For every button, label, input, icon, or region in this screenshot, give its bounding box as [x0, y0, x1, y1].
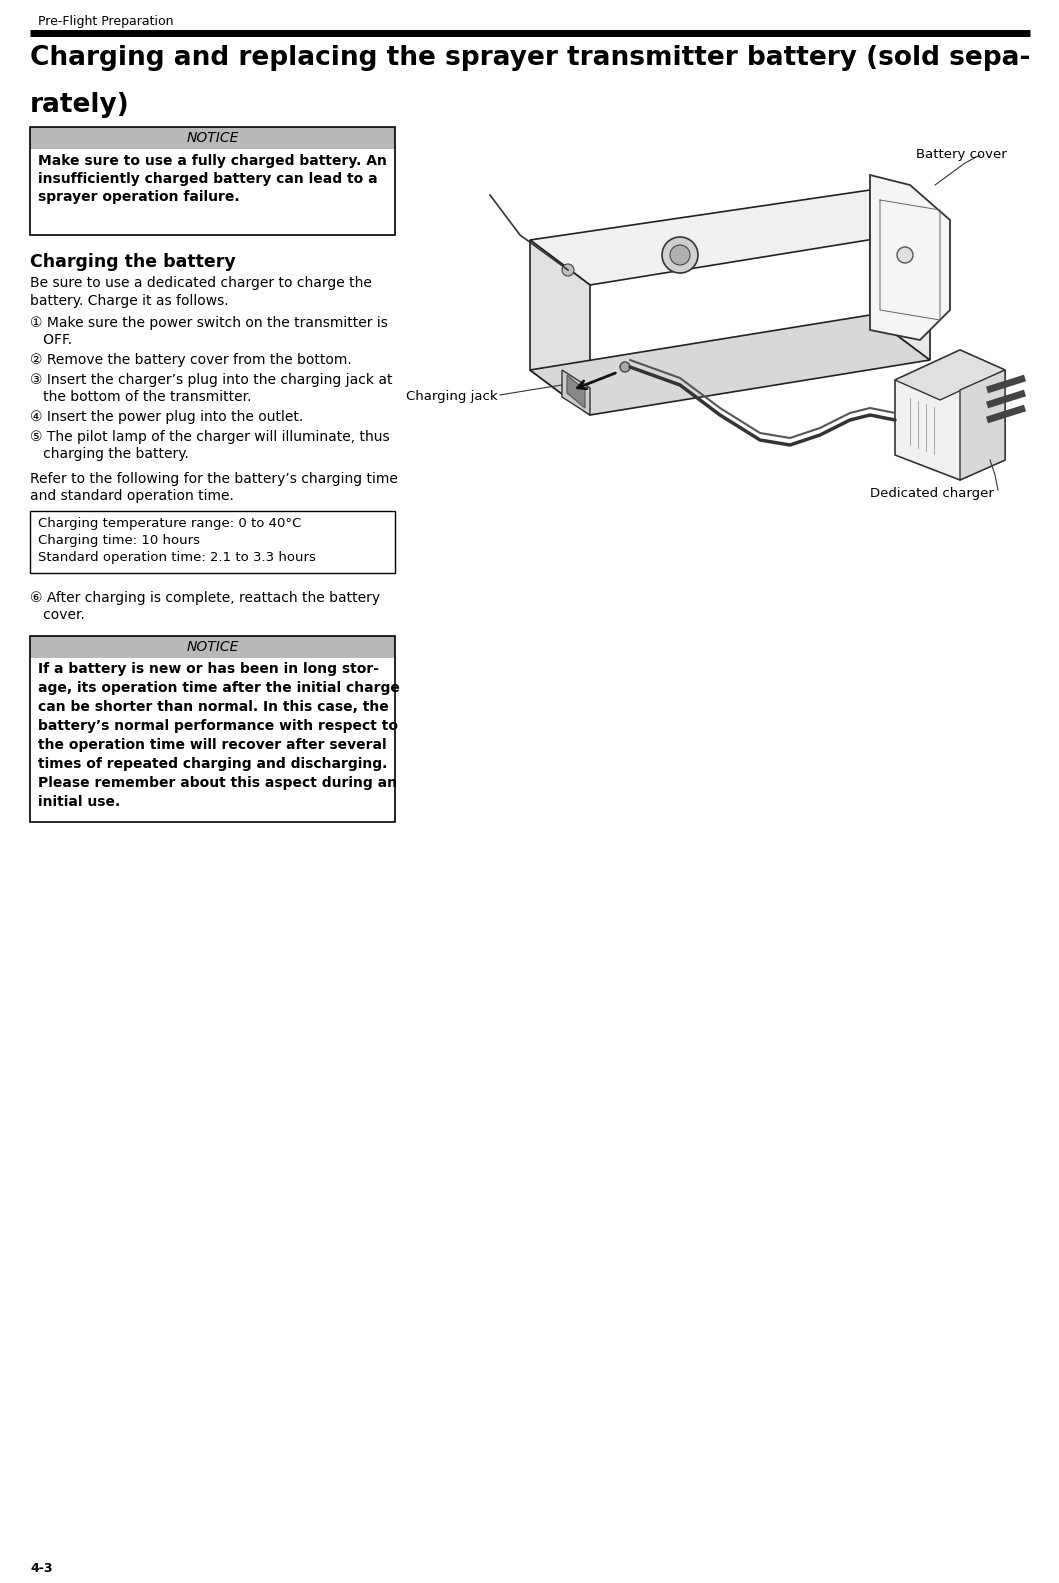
Text: If a battery is new or has been in long stor-: If a battery is new or has been in long … — [38, 662, 379, 676]
Polygon shape — [961, 370, 1005, 480]
Text: Pre-Flight Preparation: Pre-Flight Preparation — [38, 14, 174, 28]
Text: Please remember about this aspect during an: Please remember about this aspect during… — [38, 776, 397, 790]
Text: initial use.: initial use. — [38, 795, 121, 809]
Polygon shape — [530, 190, 930, 285]
Text: charging the battery.: charging the battery. — [30, 446, 189, 461]
Text: Dedicated charger: Dedicated charger — [870, 488, 994, 500]
Circle shape — [670, 245, 690, 264]
Bar — [30, 636, 395, 822]
Text: Refer to the following for the battery’s charging time: Refer to the following for the battery’s… — [30, 472, 398, 486]
Polygon shape — [895, 350, 1005, 480]
Text: and standard operation time.: and standard operation time. — [30, 489, 234, 503]
Text: can be shorter than normal. In this case, the: can be shorter than normal. In this case… — [38, 700, 389, 714]
Text: ② Remove the battery cover from the bottom.: ② Remove the battery cover from the bott… — [30, 353, 352, 367]
Polygon shape — [530, 241, 590, 415]
Text: battery’s normal performance with respect to: battery’s normal performance with respec… — [38, 719, 398, 733]
Text: ⑥ After charging is complete, reattach the battery: ⑥ After charging is complete, reattach t… — [30, 590, 380, 605]
Circle shape — [620, 363, 630, 372]
Polygon shape — [870, 190, 930, 359]
Text: Charging the battery: Charging the battery — [30, 253, 236, 271]
Text: rately): rately) — [30, 92, 130, 119]
Polygon shape — [562, 370, 590, 415]
Bar — [30, 127, 395, 149]
Text: ⑤ The pilot lamp of the charger will illuminate, thus: ⑤ The pilot lamp of the charger will ill… — [30, 431, 390, 443]
Text: 4-3: 4-3 — [30, 1562, 53, 1575]
Polygon shape — [530, 315, 930, 415]
Text: age, its operation time after the initial charge: age, its operation time after the initia… — [38, 681, 400, 695]
Text: insufficiently charged battery can lead to a: insufficiently charged battery can lead … — [38, 173, 378, 185]
Text: cover.: cover. — [30, 608, 85, 622]
Text: Charging temperature range: 0 to 40°C: Charging temperature range: 0 to 40°C — [38, 518, 301, 530]
Text: Be sure to use a dedicated charger to charge the: Be sure to use a dedicated charger to ch… — [30, 275, 372, 290]
Text: Battery cover: Battery cover — [916, 147, 1007, 161]
Text: ④ Insert the power plug into the outlet.: ④ Insert the power plug into the outlet. — [30, 410, 303, 424]
Circle shape — [897, 247, 913, 263]
Text: Charging time: 10 hours: Charging time: 10 hours — [38, 533, 200, 548]
Text: OFF.: OFF. — [30, 332, 72, 347]
Bar — [30, 511, 395, 573]
Text: the bottom of the transmitter.: the bottom of the transmitter. — [30, 389, 251, 404]
Text: Make sure to use a fully charged battery. An: Make sure to use a fully charged battery… — [38, 154, 387, 168]
Circle shape — [662, 237, 698, 272]
Text: battery. Charge it as follows.: battery. Charge it as follows. — [30, 294, 229, 309]
Circle shape — [562, 264, 574, 275]
Text: Standard operation time: 2.1 to 3.3 hours: Standard operation time: 2.1 to 3.3 hour… — [38, 551, 316, 564]
Text: times of repeated charging and discharging.: times of repeated charging and dischargi… — [38, 757, 388, 771]
Bar — [30, 636, 395, 659]
Text: Charging jack: Charging jack — [407, 389, 498, 404]
Polygon shape — [567, 375, 585, 408]
Polygon shape — [895, 350, 1005, 400]
Text: NOTICE: NOTICE — [186, 131, 238, 146]
Bar — [30, 127, 395, 234]
Text: ③ Insert the charger’s plug into the charging jack at: ③ Insert the charger’s plug into the cha… — [30, 374, 393, 386]
Polygon shape — [870, 176, 950, 340]
Text: Charging and replacing the sprayer transmitter battery (sold sepa-: Charging and replacing the sprayer trans… — [30, 44, 1030, 71]
Text: NOTICE: NOTICE — [186, 640, 238, 654]
Text: the operation time will recover after several: the operation time will recover after se… — [38, 738, 387, 752]
Text: ① Make sure the power switch on the transmitter is: ① Make sure the power switch on the tran… — [30, 317, 388, 329]
Text: sprayer operation failure.: sprayer operation failure. — [38, 190, 239, 204]
